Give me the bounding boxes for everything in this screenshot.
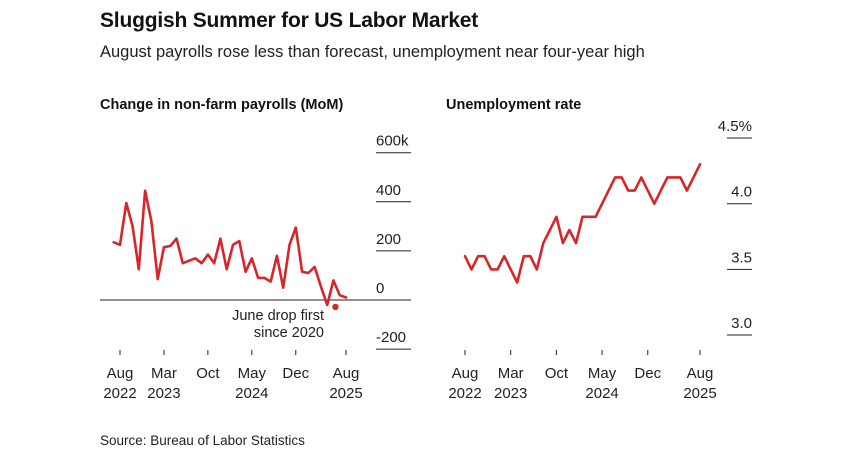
payrolls-y-tick-label: 400	[376, 182, 401, 199]
payrolls-annotation-text-2: since 2020	[254, 325, 324, 341]
payrolls-x-tick-label: Dec	[282, 365, 309, 382]
payrolls-x-tick-year: 2023	[147, 385, 180, 402]
unemployment-y-tick-label: 4.0	[731, 184, 752, 201]
payrolls-panel-title: Change in non-farm payrolls (MoM)	[100, 97, 344, 113]
payrolls-y-tick-label: -200	[376, 329, 406, 346]
source-note: Source: Bureau of Labor Statistics	[100, 433, 305, 448]
payrolls-x-tick-label: Aug	[107, 365, 134, 382]
unemployment-series-line	[463, 163, 702, 284]
unemployment-y-tick-label: 4.5%	[718, 118, 752, 135]
unemployment-x-tick-year: 2022	[448, 385, 481, 402]
unemployment-x-tick-year: 2024	[585, 385, 618, 402]
payrolls-x-tick-year: 2024	[235, 385, 268, 402]
unemployment-x-tick-label: Oct	[545, 365, 569, 382]
payrolls-series-line	[112, 189, 348, 307]
chart-subtitle: August payrolls rose less than forecast,…	[100, 43, 645, 61]
unemployment-y-tick-label: 3.5	[731, 249, 752, 266]
payrolls-y-tick-label: 600k	[376, 133, 409, 150]
payrolls-annotation-point	[332, 303, 339, 311]
unemployment-x-tick-label: May	[588, 365, 617, 382]
unemployment-x-tick-year: 2023	[494, 385, 527, 402]
payrolls-x-tick-year: 2025	[329, 385, 362, 402]
unemployment-x-tick-label: Mar	[498, 365, 524, 382]
payrolls-x-tick-label: May	[238, 365, 267, 382]
payrolls-y-tick-label: 0	[376, 280, 384, 297]
unemployment-x-tick-year: 2025	[683, 385, 716, 402]
payrolls-y-tick-label: 200	[376, 231, 401, 248]
unemployment-x-tick-label: Dec	[634, 365, 661, 382]
unemployment-x-tick-label: Aug	[687, 365, 714, 382]
unemployment-y-tick-label: 3.0	[731, 315, 752, 332]
payrolls-x-tick-year: 2022	[103, 385, 136, 402]
unemployment-x-tick-label: Aug	[452, 365, 479, 382]
payrolls-x-tick-label: Mar	[151, 365, 177, 382]
payrolls-x-tick-label: Aug	[333, 365, 360, 382]
chart-title: Sluggish Summer for US Labor Market	[100, 9, 479, 32]
payrolls-x-tick-label: Oct	[196, 365, 220, 382]
unemployment-panel-title: Unemployment rate	[446, 97, 582, 113]
payrolls-annotation-text: June drop first	[232, 308, 324, 324]
